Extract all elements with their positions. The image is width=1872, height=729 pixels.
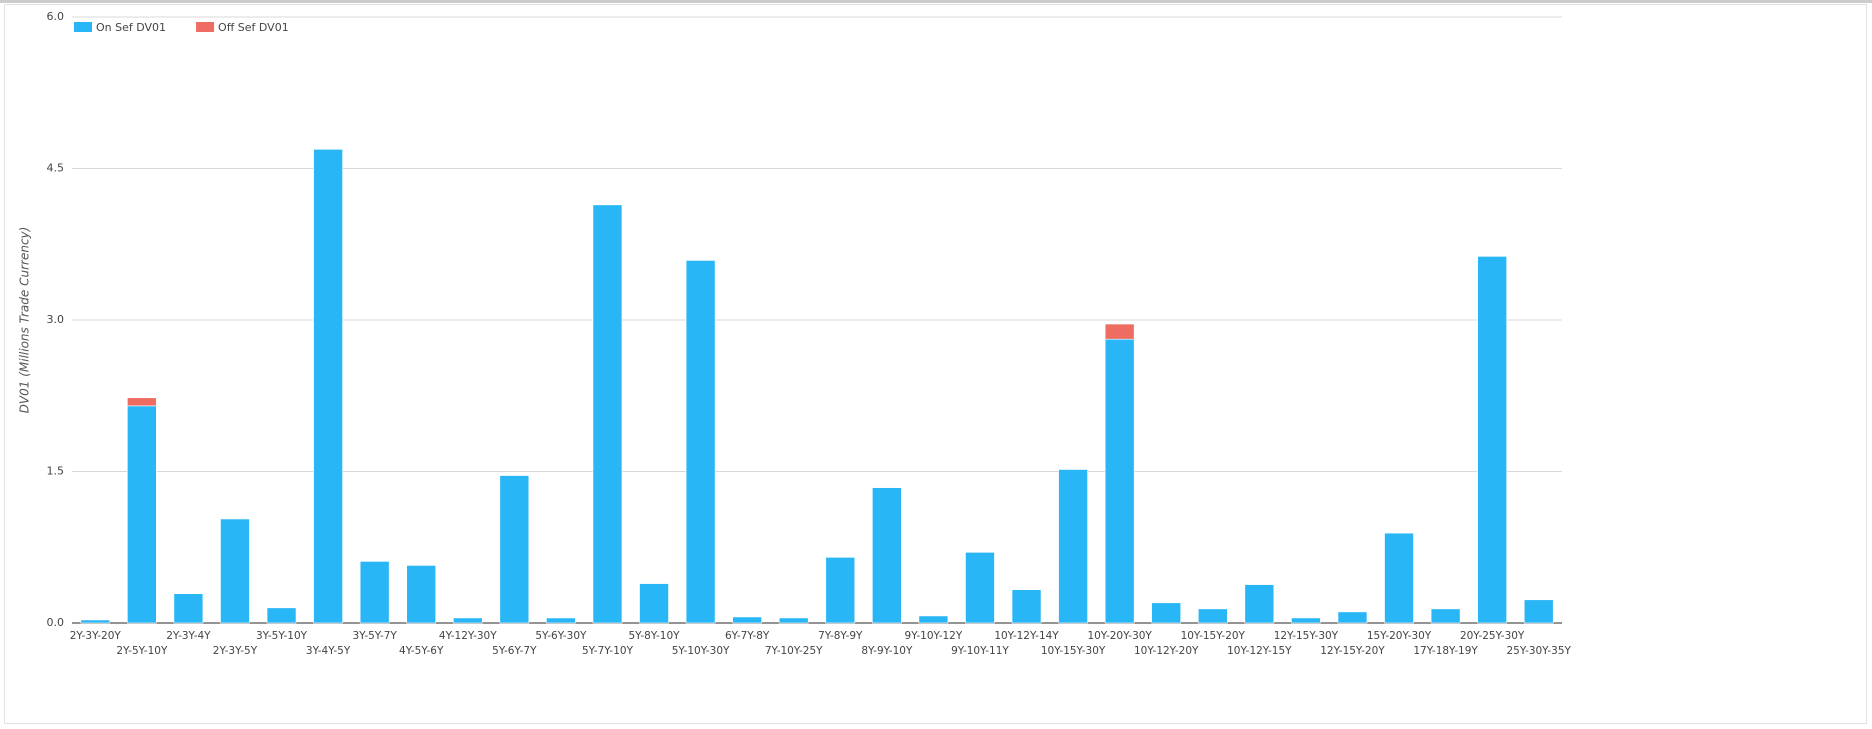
x-tick-label: 10Y-20Y-30Y — [1087, 630, 1152, 642]
bar-segment — [639, 583, 669, 624]
y-axis-title: DV01 (Millions Trade Currency) — [18, 227, 32, 414]
bar-segment — [1151, 602, 1182, 624]
bar-segment — [499, 475, 530, 624]
x-tick-label: 3Y-5Y-10Y — [256, 630, 308, 642]
x-tick-label: 10Y-12Y-20Y — [1134, 645, 1199, 657]
x-tick-label: 2Y-3Y-4Y — [166, 630, 211, 642]
bar-segment — [220, 518, 250, 624]
x-tick-label: 10Y-15Y-30Y — [1041, 645, 1106, 657]
bar-segment — [1104, 338, 1135, 624]
y-tick-label: 1.5 — [47, 465, 65, 478]
x-tick-label: 15Y-20Y-30Y — [1367, 630, 1432, 642]
bar-segment — [359, 561, 390, 624]
x-tick-label: 12Y-15Y-30Y — [1274, 630, 1339, 642]
x-tick-label: 17Y-18Y-19Y — [1413, 645, 1478, 657]
bar-segment — [313, 149, 343, 624]
x-tick-label: 3Y-4Y-5Y — [306, 645, 351, 657]
x-tick-label: 10Y-12Y-15Y — [1227, 645, 1292, 657]
x-tick-label: 7Y-8Y-9Y — [818, 630, 863, 642]
x-tick-label: 7Y-10Y-25Y — [765, 645, 823, 657]
x-tick-label: 6Y-7Y-8Y — [725, 630, 770, 642]
x-tick-label: 8Y-9Y-10Y — [861, 645, 913, 657]
bar-segment — [127, 397, 157, 407]
x-tick-label: 5Y-7Y-10Y — [582, 645, 634, 657]
bar-segment — [825, 557, 856, 624]
bar-segment — [406, 565, 437, 624]
y-tick-label: 6.0 — [47, 10, 65, 23]
x-tick-label: 12Y-15Y-20Y — [1320, 645, 1385, 657]
bar-segment — [918, 615, 949, 624]
bar-segment — [732, 616, 762, 624]
y-tick-label: 0.0 — [47, 616, 65, 629]
bar-segment — [965, 551, 995, 624]
bar-segment — [127, 405, 157, 624]
bar-segment — [1384, 532, 1414, 624]
bar-segment — [1430, 608, 1461, 624]
x-tick-label: 9Y-10Y-11Y — [951, 645, 1009, 657]
legend-label: Off Sef DV01 — [218, 21, 289, 34]
bar-segment — [1477, 256, 1507, 624]
bar-segment — [266, 607, 297, 624]
y-tick-label: 3.0 — [47, 313, 65, 326]
bar-segment — [173, 593, 204, 624]
bar-segment — [1011, 589, 1042, 624]
x-tick-label: 5Y-8Y-10Y — [629, 630, 681, 642]
bar-segment — [685, 260, 716, 624]
x-tick-label: 20Y-25Y-30Y — [1460, 630, 1525, 642]
bar-segment — [778, 617, 809, 624]
legend-swatch — [196, 22, 215, 32]
legend-swatch — [74, 22, 92, 32]
x-tick-label: 10Y-15Y-20Y — [1181, 630, 1246, 642]
x-tick-label: 9Y-10Y-12Y — [905, 630, 963, 642]
bar-segment — [1244, 584, 1275, 624]
x-tick-label: 25Y-30Y-35Y — [1507, 645, 1572, 657]
bar-segment — [452, 617, 483, 624]
bar-segment — [80, 619, 111, 624]
legend-label: On Sef DV01 — [96, 21, 166, 34]
x-tick-label: 5Y-6Y-7Y — [492, 645, 537, 657]
bar-segment — [592, 204, 623, 624]
x-tick-label: 10Y-12Y-14Y — [994, 630, 1059, 642]
bar-segment — [1104, 323, 1135, 340]
bar-segment — [1523, 599, 1554, 624]
x-tick-label: 2Y-3Y-5Y — [213, 645, 258, 657]
x-tick-label: 4Y-5Y-6Y — [399, 645, 444, 657]
y-tick-label: 4.5 — [47, 162, 65, 175]
bar-segment — [1197, 608, 1228, 624]
x-tick-label: 5Y-10Y-30Y — [672, 645, 730, 657]
x-tick-label: 4Y-12Y-30Y — [439, 630, 497, 642]
bar-segment — [1291, 617, 1321, 624]
bar-segment — [546, 617, 576, 624]
bar-segment — [1058, 469, 1088, 624]
x-tick-label: 2Y-5Y-10Y — [116, 645, 168, 657]
x-tick-label: 3Y-5Y-7Y — [352, 630, 397, 642]
panel-border — [4, 4, 1867, 724]
x-tick-label: 5Y-6Y-30Y — [535, 630, 587, 642]
x-tick-label: 2Y-3Y-20Y — [70, 630, 122, 642]
bar-segment — [872, 487, 902, 624]
bar-segment — [1337, 611, 1368, 624]
top-bar — [0, 0, 1872, 3]
